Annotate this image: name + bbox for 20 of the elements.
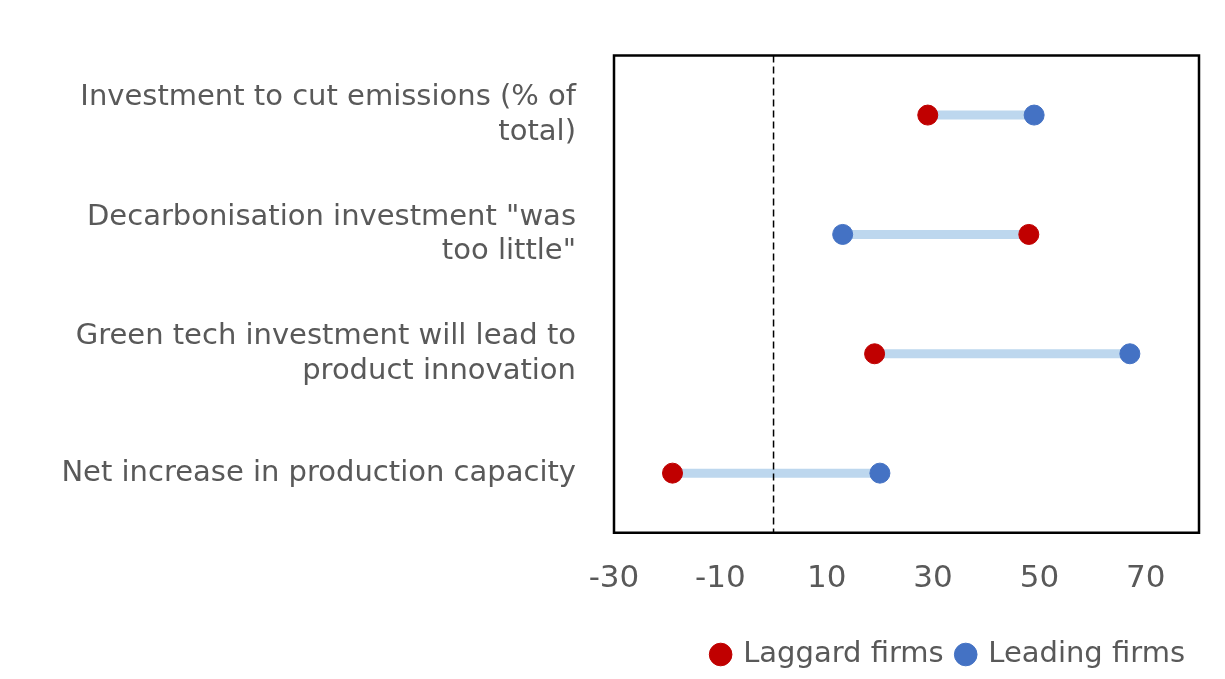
- y-tick-label: Net increase in production capacity: [61, 453, 576, 488]
- legend-label: Leading firms: [988, 635, 1186, 670]
- point: [1018, 223, 1040, 245]
- point: [1023, 104, 1045, 126]
- point: [832, 223, 854, 245]
- point: [662, 462, 683, 484]
- point: [864, 343, 886, 365]
- point: [917, 104, 939, 126]
- y-tick-label: Investment to cut emissions (% of total): [80, 78, 577, 148]
- x-tick-label: 30: [913, 558, 953, 595]
- legend-label: Laggard firms: [743, 635, 944, 670]
- y-tick-label: Green tech investment will lead to product innovation: [75, 316, 576, 386]
- x-tick-label: -10: [695, 558, 746, 595]
- x-tick-label: 10: [807, 558, 847, 595]
- y-tick-label: Decarbonisation investment "was too little": [87, 197, 576, 267]
- x-tick-label: 50: [1019, 558, 1060, 595]
- point: [869, 462, 891, 484]
- x-tick-label: -30: [588, 558, 640, 595]
- x-tick-label: 70: [1126, 558, 1166, 595]
- point: [1119, 343, 1141, 365]
